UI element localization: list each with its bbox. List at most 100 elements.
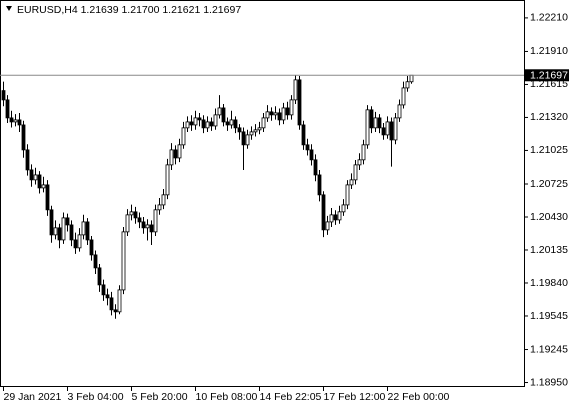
- candle-body: [121, 231, 126, 291]
- chart-title: EURUSD,H4 1.21639 1.21700 1.21621 1.2169…: [17, 4, 241, 16]
- candle-body: [177, 144, 182, 159]
- candle-body: [165, 164, 170, 196]
- candle-body: [85, 221, 90, 241]
- candle-body: [285, 107, 290, 116]
- candle-body: [89, 239, 94, 256]
- candle-body: [45, 184, 50, 211]
- candle-body: [257, 127, 262, 131]
- candle-body: [137, 217, 142, 223]
- x-tick-label: 29 Jan 2021: [4, 391, 62, 403]
- y-tick-label: 1.20430: [530, 211, 568, 223]
- candle-body: [289, 99, 294, 116]
- candle-body: [13, 119, 18, 123]
- y-tick-label: 1.22210: [530, 12, 568, 24]
- candle-body: [21, 124, 26, 151]
- candle-body: [241, 131, 246, 146]
- candle-body: [349, 179, 354, 186]
- candle-body: [69, 224, 74, 241]
- candle-body: [213, 114, 218, 127]
- candle-body: [197, 117, 202, 121]
- candle-body: [77, 234, 82, 249]
- x-tick-label: 14 Feb 22:05: [260, 391, 322, 403]
- candle-body: [321, 194, 326, 231]
- candle-body: [233, 119, 238, 129]
- candle-body: [141, 221, 146, 229]
- candle-body: [153, 209, 158, 233]
- plot-frame: [0, 0, 525, 387]
- candle-body: [353, 164, 358, 181]
- candle-body: [145, 224, 150, 229]
- candle-body: [309, 149, 314, 161]
- candle-body: [313, 159, 318, 176]
- candle-body: [193, 117, 198, 126]
- candle-body: [253, 129, 258, 133]
- candle-body: [61, 217, 66, 241]
- candle-body: [169, 149, 174, 166]
- candle-body: [53, 227, 58, 236]
- candle-body: [377, 117, 382, 129]
- candle-body: [273, 112, 278, 116]
- candle-body: [105, 294, 110, 299]
- candle-body: [237, 127, 242, 133]
- candle-body: [405, 81, 410, 89]
- y-tick-label: 1.18950: [530, 376, 568, 388]
- candle-body: [229, 119, 234, 126]
- candle-body: [25, 149, 30, 171]
- candle-body: [345, 184, 350, 206]
- candle-body: [201, 119, 206, 129]
- candle-body: [217, 107, 222, 116]
- candle-body: [317, 174, 322, 196]
- candle-body: [381, 127, 386, 136]
- candle-body: [189, 121, 194, 126]
- candle-body: [133, 211, 138, 219]
- x-tick-label: 22 Feb 00:00: [388, 391, 450, 403]
- candle-body: [97, 267, 102, 286]
- candle-body: [293, 79, 298, 101]
- y-tick-label: 1.21320: [530, 111, 568, 123]
- candle-body: [161, 194, 166, 206]
- candle-body: [173, 149, 178, 159]
- candle-body: [209, 121, 214, 127]
- candle-body: [277, 112, 282, 121]
- candle-body: [57, 227, 62, 241]
- candle-body: [109, 297, 114, 311]
- y-tick-label: 1.21910: [530, 45, 568, 57]
- candle-body: [249, 131, 254, 136]
- last-price-box: [525, 69, 569, 82]
- candle-body: [9, 117, 14, 123]
- x-tick-label: 3 Feb 04:00: [68, 391, 124, 403]
- candle-body: [181, 127, 186, 146]
- candle-body: [409, 74, 414, 83]
- candle-body: [269, 111, 274, 116]
- x-tick-label: 10 Feb 08:00: [196, 391, 258, 403]
- candle-body: [365, 109, 370, 146]
- candle-body: [125, 214, 130, 233]
- collapse-arrow[interactable]: [6, 6, 12, 11]
- candle-body: [265, 111, 270, 119]
- candle-body: [93, 254, 98, 269]
- candle-body: [373, 117, 378, 129]
- y-tick-label: 1.19545: [530, 310, 568, 322]
- candle-body: [149, 224, 154, 233]
- y-tick-label: 1.20135: [530, 244, 568, 256]
- candle-body: [17, 119, 22, 126]
- candle-body: [29, 169, 34, 181]
- x-tick-label: 17 Feb 12:00: [324, 391, 386, 403]
- candle-body: [117, 289, 122, 313]
- candle-body: [393, 117, 398, 141]
- last-price-label: 1.21697: [530, 70, 568, 82]
- candle-body: [369, 109, 374, 129]
- candle-body: [41, 184, 46, 189]
- candle-body: [385, 121, 390, 136]
- candle-body: [49, 209, 54, 236]
- candle-body: [185, 121, 190, 129]
- x-tick-label: 5 Feb 20:00: [132, 391, 188, 403]
- candle-body: [361, 144, 366, 161]
- candle-body: [401, 87, 406, 106]
- candle-body: [65, 217, 70, 226]
- candle-body: [281, 107, 286, 121]
- y-tick-label: 1.21025: [530, 144, 568, 156]
- candle-body: [221, 107, 226, 123]
- candle-body: [357, 159, 362, 166]
